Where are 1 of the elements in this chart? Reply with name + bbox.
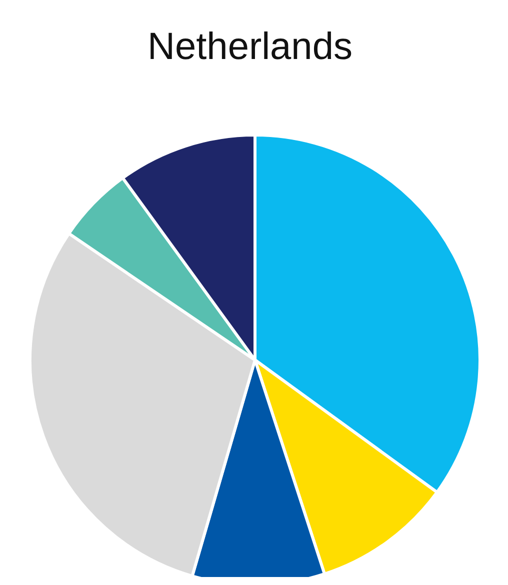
chart-title: Netherlands xyxy=(146,26,354,69)
